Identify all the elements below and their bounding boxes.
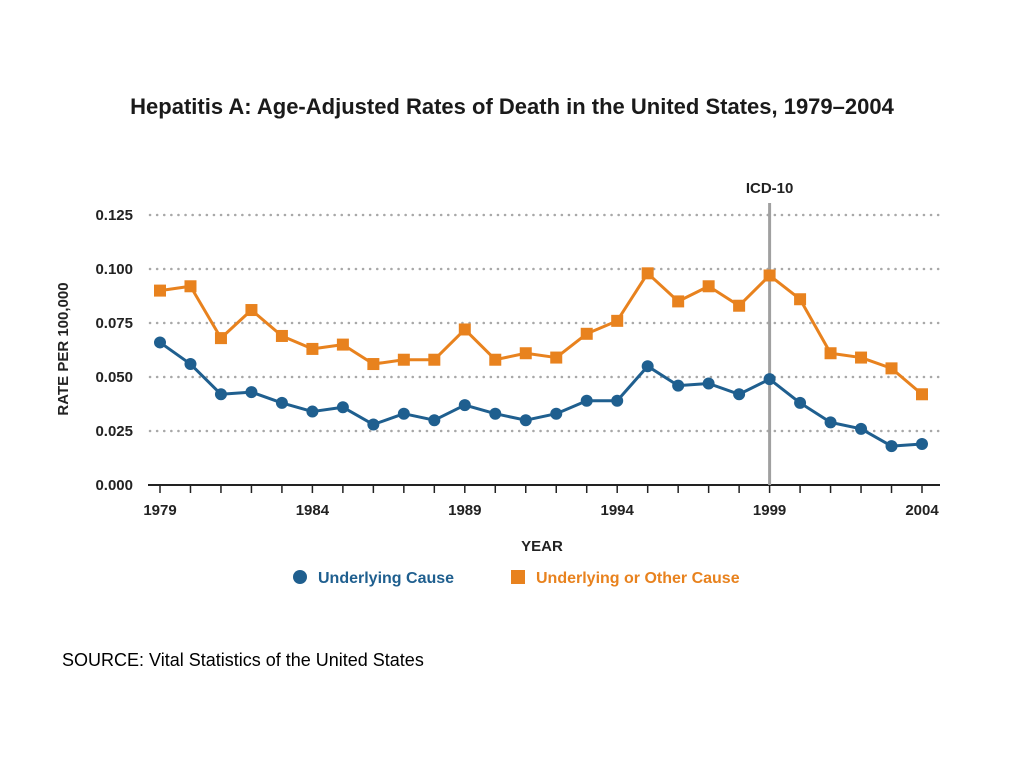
series-underlying-or-other-cause: [154, 267, 928, 401]
data-point: [306, 405, 319, 418]
data-point: [245, 386, 258, 399]
x-tick-label: 2004: [905, 502, 939, 519]
y-tick-label: 0.100: [95, 261, 133, 278]
y-tick-labels: 0.000 0.025 0.050 0.075 0.100 0.125: [95, 207, 133, 494]
x-tick-label: 1999: [753, 502, 786, 519]
data-point: [519, 414, 532, 427]
axes: [148, 484, 940, 493]
x-tick-label: 1989: [448, 502, 481, 519]
data-point: [154, 336, 166, 349]
data-point: [672, 379, 685, 392]
data-point: [611, 394, 624, 407]
chart-title: Hepatitis A: Age-Adjusted Rates of Death…: [130, 94, 894, 119]
data-point: [336, 401, 349, 414]
annotations: ICD-10: [746, 180, 794, 485]
data-point: [214, 332, 227, 345]
series-group: [154, 267, 928, 453]
data-point: [916, 388, 928, 401]
data-point: [489, 353, 502, 366]
data-point: [702, 377, 715, 390]
y-tick-label: 0.000: [95, 477, 133, 494]
x-tick-label: 1979: [143, 502, 176, 519]
y-tick-label: 0.025: [95, 423, 133, 440]
x-tick-label: 1984: [296, 502, 330, 519]
data-point: [458, 323, 471, 336]
source-note: SOURCE: Vital Statistics of the United S…: [62, 650, 424, 670]
data-point: [580, 394, 593, 407]
y-axis-label: RATE PER 100,000: [55, 282, 72, 415]
data-point: [275, 329, 288, 342]
x-axis-label: YEAR: [521, 538, 563, 555]
data-point: [763, 269, 776, 282]
data-point: [367, 358, 380, 371]
series-underlying-cause: [154, 336, 928, 453]
data-point: [855, 351, 868, 364]
x-tick-labels: 1979 1984 1989 1994 1999 2004: [143, 502, 939, 519]
data-point: [306, 342, 319, 355]
icd10-label: ICD-10: [746, 180, 794, 197]
legend-item: Underlying or Other Cause: [511, 570, 740, 587]
data-point: [733, 299, 746, 312]
data-point: [275, 396, 288, 409]
data-point: [336, 338, 349, 351]
data-point: [641, 267, 654, 280]
data-point: [672, 295, 685, 308]
legend-item: Underlying Cause: [293, 570, 454, 587]
data-point: [428, 414, 441, 427]
legend-label: Underlying or Other Cause: [536, 570, 740, 587]
data-point: [397, 353, 410, 366]
data-point: [763, 373, 776, 386]
data-point: [641, 360, 654, 373]
x-tick-label: 1994: [601, 502, 635, 519]
legend: Underlying Cause Underlying or Other Caus…: [293, 570, 740, 587]
data-point: [550, 407, 563, 420]
data-point: [702, 280, 715, 293]
data-point: [367, 418, 380, 431]
data-point: [794, 293, 807, 306]
data-point: [184, 358, 197, 371]
data-point: [580, 327, 593, 340]
data-point: [428, 353, 441, 366]
data-point: [214, 388, 227, 401]
legend-marker: [511, 570, 525, 584]
legend-label: Underlying Cause: [318, 570, 454, 587]
data-point: [154, 284, 166, 297]
data-point: [885, 362, 898, 375]
data-point: [550, 351, 563, 364]
data-point: [916, 437, 928, 450]
legend-marker: [293, 570, 307, 584]
data-point: [489, 407, 502, 420]
y-tick-label: 0.125: [95, 207, 133, 224]
data-point: [824, 416, 837, 429]
data-point: [611, 314, 624, 327]
y-tick-label: 0.050: [95, 369, 133, 386]
data-point: [824, 347, 837, 360]
data-point: [458, 399, 471, 412]
y-tick-label: 0.075: [95, 315, 133, 332]
data-point: [885, 440, 898, 453]
data-point: [397, 407, 410, 420]
data-point: [245, 304, 258, 317]
data-point: [855, 422, 868, 435]
data-point: [794, 396, 807, 409]
data-point: [184, 280, 197, 293]
data-point: [733, 388, 746, 401]
data-point: [519, 347, 532, 360]
